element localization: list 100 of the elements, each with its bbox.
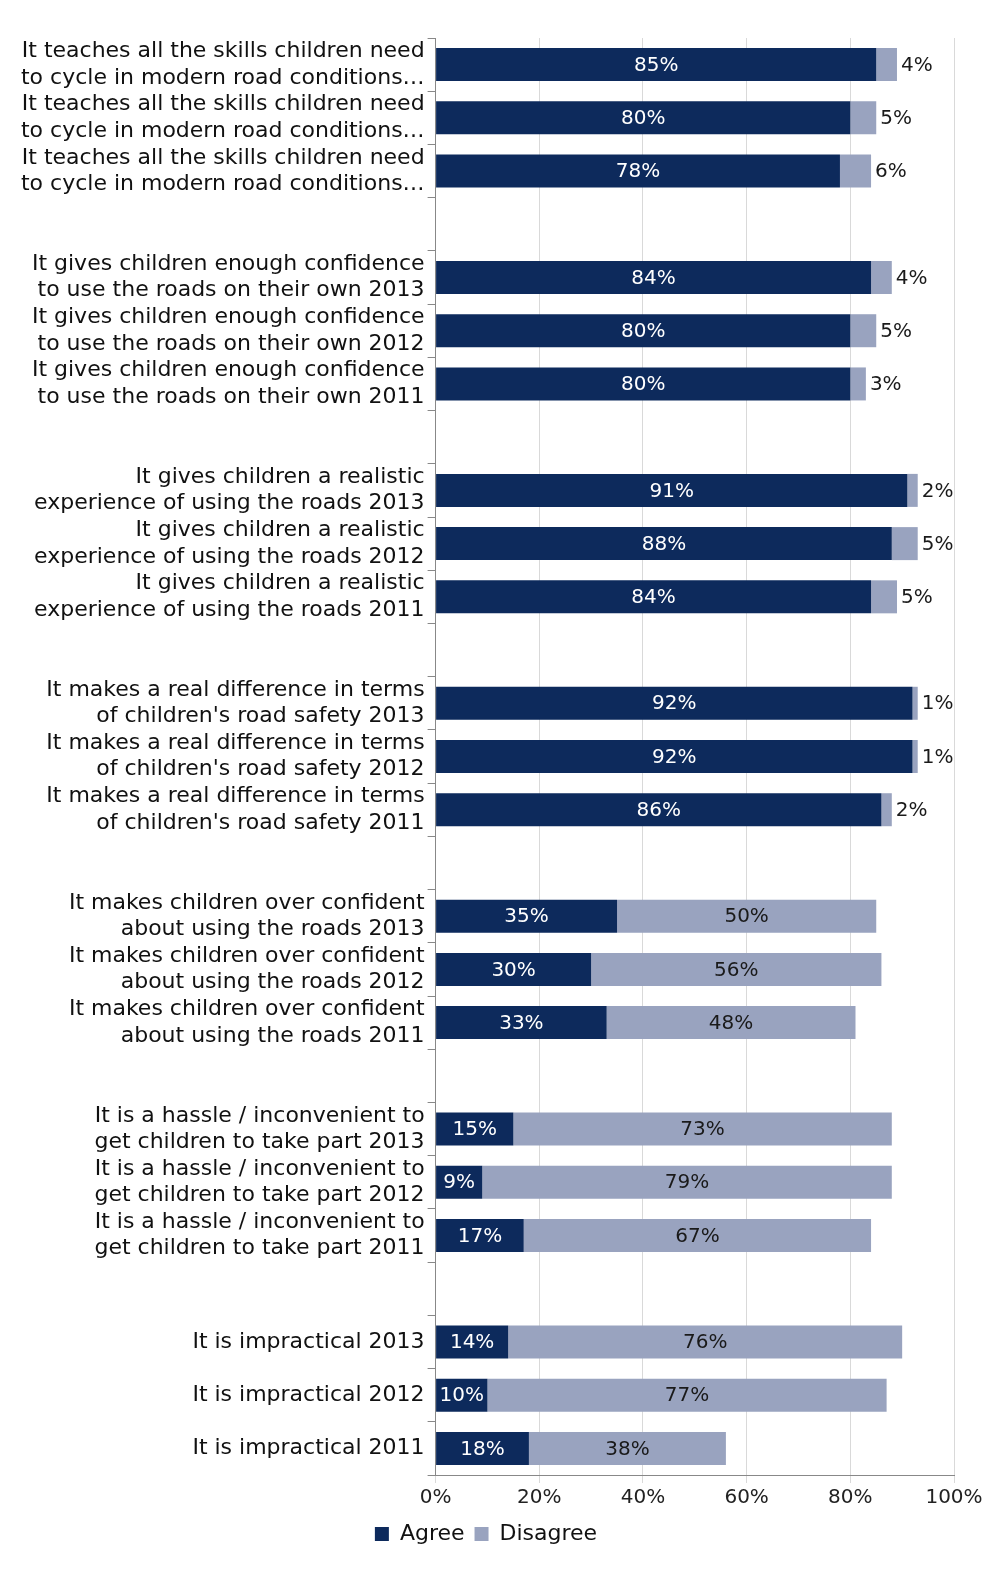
y-tick-label: It teaches all the skills children need to cycle in modern road conditions… <box>21 90 425 142</box>
bar <box>436 686 913 720</box>
bar <box>528 1431 726 1465</box>
bar <box>912 740 918 773</box>
x-tick-label: 60% <box>724 1484 769 1509</box>
data-label: 15% <box>452 1116 497 1141</box>
data-label: 80% <box>620 371 666 396</box>
y-tick-label: It is impractical 2013 <box>192 1327 425 1353</box>
data-label: 76% <box>682 1329 728 1354</box>
bar <box>876 48 897 82</box>
bar <box>513 1112 892 1146</box>
y-tick-label: It is a hassle / inconvenient to get children to take part 2013 <box>94 1101 425 1153</box>
bar <box>839 154 872 188</box>
data-label: 50% <box>724 903 769 928</box>
bar <box>871 580 897 614</box>
y-tick-label: It makes children over confident about using the roads 2011 <box>68 995 425 1047</box>
bar <box>891 527 918 561</box>
x-tick-label: 80% <box>828 1484 873 1509</box>
bar <box>482 1165 892 1199</box>
y-tick-label: It gives children enough confidence to use the roads on their own 2012 <box>31 303 425 355</box>
bar <box>508 1325 903 1359</box>
data-label: 38% <box>605 1435 650 1460</box>
bar <box>436 952 592 986</box>
data-label: 2% <box>895 796 928 821</box>
bar <box>850 314 877 348</box>
data-label: 10% <box>439 1382 484 1407</box>
data-label: 80% <box>620 317 666 342</box>
bar <box>436 473 908 507</box>
x-tick-label: 0% <box>419 1484 452 1509</box>
bar <box>907 473 918 507</box>
data-label: 30% <box>491 956 536 981</box>
data-label: 17% <box>457 1222 503 1247</box>
data-label: 91% <box>649 477 694 502</box>
data-label: 2% <box>921 477 954 502</box>
bar <box>436 899 618 933</box>
bar <box>436 1006 607 1040</box>
data-label: 92% <box>652 743 697 768</box>
data-label: 5% <box>880 105 912 130</box>
y-tick-label: It makes a real difference in terms of children's road safety 2011 <box>46 782 425 834</box>
y-tick-label: It gives children enough confidence to use the roads on their own 2011 <box>31 356 425 408</box>
data-label: 84% <box>631 264 676 289</box>
data-label: 86% <box>636 796 681 821</box>
y-tick-label: It makes children over confident about using the roads 2013 <box>68 888 425 941</box>
data-label: 5% <box>921 530 954 555</box>
data-label: 84% <box>631 584 676 609</box>
y-tick-label: It gives children a realistic experience of using the roads 2013 <box>34 462 425 515</box>
data-label: 78% <box>615 158 661 183</box>
data-label: 1% <box>921 690 954 715</box>
y-tick-label: It is impractical 2012 <box>192 1380 425 1406</box>
data-label: 92% <box>652 690 697 715</box>
y-tick-label: It teaches all the skills children need to cycle in modern road conditions… <box>21 37 425 89</box>
data-label: 6% <box>875 158 907 183</box>
bar <box>436 527 892 561</box>
legend-label: Disagree <box>499 1519 598 1545</box>
bar <box>436 367 851 401</box>
bar <box>436 314 851 348</box>
bar <box>436 154 840 188</box>
data-label: 18% <box>460 1435 505 1460</box>
bar <box>881 793 892 827</box>
data-label: 5% <box>880 317 912 342</box>
data-label: 77% <box>664 1382 710 1407</box>
data-label: 33% <box>499 1009 544 1034</box>
data-label: 73% <box>680 1116 725 1141</box>
y-tick-label: It is impractical 2011 <box>192 1434 425 1460</box>
y-tick-label: It makes children over confident about using the roads 2012 <box>68 941 425 994</box>
bar <box>617 899 877 933</box>
bar <box>487 1378 887 1412</box>
bar <box>436 48 877 82</box>
x-tick-label: 100% <box>925 1484 983 1509</box>
y-tick-label: It teaches all the skills children need to cycle in modern road conditions… <box>21 143 425 195</box>
y-tick-label: It gives children enough confidence to use the roads on their own 2013 <box>31 250 425 302</box>
bar <box>523 1219 872 1252</box>
data-label: 88% <box>641 530 687 555</box>
data-label: 85% <box>633 51 679 76</box>
data-label: 67% <box>675 1222 720 1247</box>
bar <box>606 1006 856 1040</box>
y-tick-label: It is a hassle / inconvenient to get children to take part 2012 <box>94 1154 425 1207</box>
y-tick-label: It is a hassle / inconvenient to get children to take part 2011 <box>94 1208 425 1260</box>
bar <box>871 261 892 294</box>
data-label: 4% <box>895 264 928 289</box>
bar <box>436 1431 529 1465</box>
bar <box>850 101 877 135</box>
data-label: 48% <box>708 1009 754 1034</box>
x-tick-label: 20% <box>517 1484 562 1509</box>
data-label: 14% <box>449 1329 495 1354</box>
data-label: 9% <box>443 1169 476 1194</box>
bar <box>436 580 872 614</box>
bar <box>436 793 882 827</box>
data-label: 4% <box>900 51 933 76</box>
data-label: 3% <box>869 371 902 396</box>
bar <box>436 261 872 294</box>
x-tick-label: 40% <box>620 1484 666 1509</box>
legend-label: Agree <box>399 1519 465 1545</box>
y-tick-label: It makes a real difference in terms of children's road safety 2013 <box>46 675 425 728</box>
data-label: 79% <box>664 1169 710 1194</box>
data-label: 80% <box>620 105 666 130</box>
bar <box>436 1219 524 1252</box>
bar <box>436 101 851 135</box>
bar <box>850 367 866 401</box>
data-label: 1% <box>921 743 954 768</box>
